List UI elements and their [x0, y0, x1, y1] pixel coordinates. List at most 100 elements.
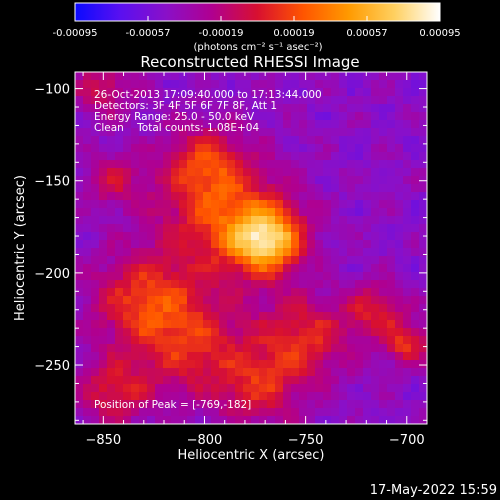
heatmap-cell [179, 120, 188, 129]
heatmap-cell [195, 136, 204, 145]
heatmap-cell [251, 152, 260, 161]
heatmap-cell [379, 176, 388, 185]
heatmap-cell [227, 168, 236, 177]
heatmap-cell [211, 200, 220, 209]
heatmap-cell [75, 160, 84, 169]
heatmap-cell [123, 328, 132, 337]
heatmap-cell [339, 344, 348, 353]
heatmap-cell [163, 320, 172, 329]
heatmap-cell [179, 128, 188, 137]
heatmap-cell [323, 320, 332, 329]
heatmap-cell [107, 136, 116, 145]
heatmap-cell [179, 176, 188, 185]
heatmap-cell [147, 392, 156, 401]
heatmap-cell [99, 392, 108, 401]
heatmap-cell [371, 256, 380, 265]
heatmap-cell [307, 328, 316, 337]
heatmap-cell [115, 176, 124, 185]
heatmap-cell [139, 208, 148, 217]
heatmap-cell [323, 160, 332, 169]
heatmap-cell [307, 112, 316, 121]
heatmap-cell [123, 96, 132, 105]
heatmap-cell [211, 360, 220, 369]
heatmap-cell [395, 104, 404, 113]
heatmap-cell [123, 408, 132, 417]
heatmap-cell [323, 368, 332, 377]
heatmap-cell [315, 128, 324, 137]
heatmap-cell [91, 144, 100, 153]
heatmap-cell [187, 392, 196, 401]
heatmap-cell [395, 336, 404, 345]
heatmap-cell [203, 344, 212, 353]
heatmap-cell [331, 272, 340, 281]
heatmap-cell [83, 352, 92, 361]
heatmap-cell [219, 120, 228, 129]
heatmap-cell [243, 280, 252, 289]
heatmap-cell [163, 152, 172, 161]
heatmap-cell [323, 336, 332, 345]
heatmap-cell [203, 408, 212, 417]
heatmap-cell [211, 248, 220, 257]
heatmap-cell [291, 416, 300, 424]
heatmap-cell [179, 216, 188, 225]
heatmap-cell [211, 216, 220, 225]
heatmap-cell [131, 72, 140, 81]
heatmap-cell [251, 184, 260, 193]
heatmap-cell [339, 184, 348, 193]
heatmap-cell [211, 184, 220, 193]
heatmap-cell [195, 248, 204, 257]
heatmap-cell [299, 344, 308, 353]
heatmap-cell [227, 72, 236, 81]
heatmap-cell [243, 376, 252, 385]
heatmap-cell [139, 336, 148, 345]
heatmap-cell [419, 120, 427, 129]
heatmap-cell [195, 264, 204, 273]
heatmap-cell [227, 144, 236, 153]
colorbar-tick-label: -0.00057 [126, 28, 171, 39]
heatmap-cell [123, 272, 132, 281]
heatmap-cell [139, 72, 148, 81]
heatmap-cell [411, 272, 420, 281]
heatmap-cell [323, 304, 332, 313]
heatmap-cell [387, 312, 396, 321]
heatmap-cell [363, 400, 372, 409]
heatmap-cell [123, 368, 132, 377]
heatmap-cell [299, 120, 308, 129]
heatmap-cell [139, 400, 148, 409]
heatmap-cell [171, 80, 180, 89]
heatmap-cell [419, 160, 427, 169]
heatmap-cell [179, 304, 188, 313]
heatmap-cell [243, 152, 252, 161]
heatmap-cell [155, 80, 164, 89]
heatmap-cell [227, 312, 236, 321]
heatmap-cell [155, 232, 164, 241]
heatmap-cell [291, 384, 300, 393]
heatmap-cell [267, 216, 276, 225]
heatmap-cell [235, 328, 244, 337]
heatmap-cell [91, 256, 100, 265]
heatmap-cell [171, 104, 180, 113]
heatmap-cell [99, 320, 108, 329]
heatmap-cell [363, 256, 372, 265]
heatmap-cell [163, 400, 172, 409]
colorbar-tick-label: 0.00095 [419, 28, 460, 39]
heatmap-cell [75, 416, 84, 424]
heatmap-cell [379, 296, 388, 305]
heatmap-cell [171, 352, 180, 361]
heatmap-cell [387, 376, 396, 385]
heatmap-cell [139, 112, 148, 121]
heatmap-cell [131, 168, 140, 177]
heatmap-cell [227, 176, 236, 185]
heatmap-cell [75, 168, 84, 177]
heatmap-cell [163, 416, 172, 424]
heatmap-cell [219, 408, 228, 417]
heatmap-cell [291, 328, 300, 337]
heatmap-cell [91, 392, 100, 401]
heatmap-cell [91, 312, 100, 321]
heatmap-cell [107, 312, 116, 321]
heatmap-cell [139, 232, 148, 241]
heatmap-cell [323, 128, 332, 137]
heatmap-cell [267, 312, 276, 321]
heatmap-cell [291, 280, 300, 289]
heatmap-cell [275, 408, 284, 417]
